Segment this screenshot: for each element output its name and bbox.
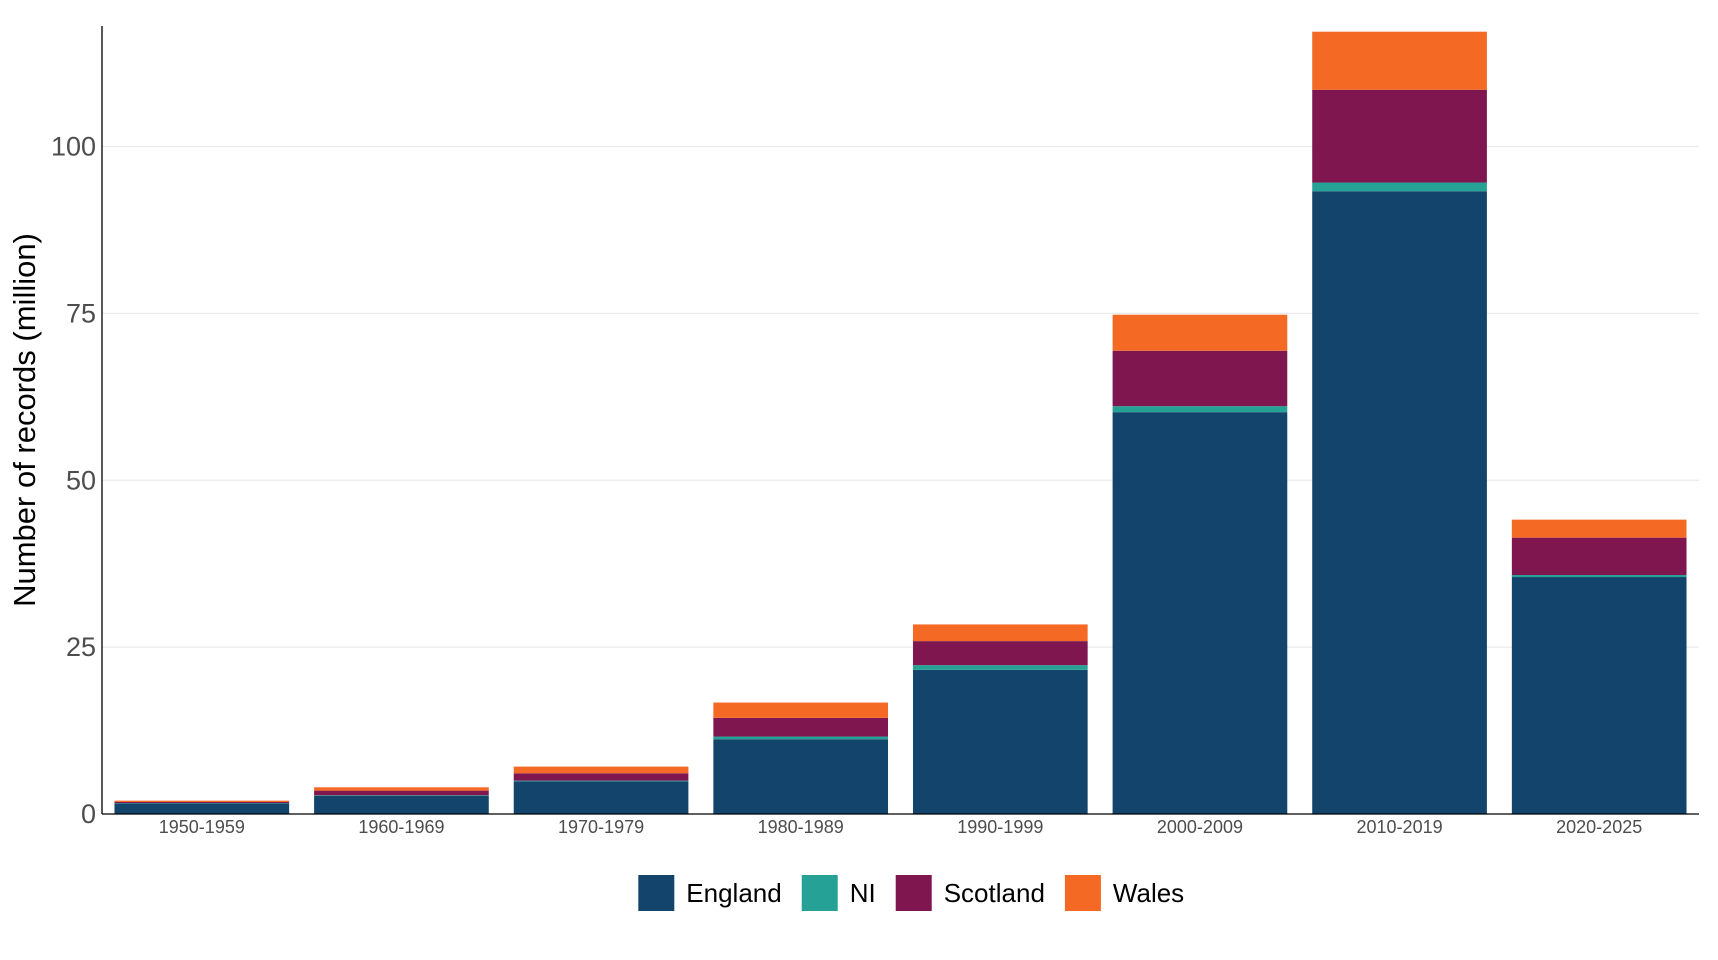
bar-wales-2010-2019 xyxy=(1312,31,1487,90)
bar-wales-1960-1969 xyxy=(314,787,489,791)
legend-item-scotland: Scotland xyxy=(895,875,1045,911)
y-tick-label: 25 xyxy=(66,632,96,662)
y-tick-labels: 0 25 50 75 100 xyxy=(51,132,96,830)
bar-stack-1950-1959 xyxy=(114,800,290,814)
bar-england-1970-1979 xyxy=(513,781,689,814)
y-tick-label: 0 xyxy=(81,799,96,829)
bar-scotland-1950-1959 xyxy=(114,801,290,803)
y-axis-title: Number of records (million) xyxy=(7,233,42,607)
bar-england-1990-1999 xyxy=(912,669,1088,814)
bar-ni-1960-1969 xyxy=(314,795,489,796)
bar-stack-1980-1989 xyxy=(713,702,889,814)
bar-scotland-1980-1989 xyxy=(713,717,889,737)
x-tick-label: 1980-1989 xyxy=(758,817,844,837)
x-tick-label: 2010-2019 xyxy=(1357,817,1443,837)
bar-scotland-1960-1969 xyxy=(314,790,489,796)
bar-ni-2010-2019 xyxy=(1312,182,1487,192)
bar-stack-2010-2019 xyxy=(1312,31,1487,814)
x-tick-label: 1960-1969 xyxy=(358,817,444,837)
legend-label: Scotland xyxy=(944,878,1045,908)
y-tick-label: 50 xyxy=(66,465,96,495)
bar-wales-1990-1999 xyxy=(912,624,1088,642)
bar-wales-1970-1979 xyxy=(513,766,689,774)
bar-scotland-1990-1999 xyxy=(912,641,1088,666)
legend-swatch xyxy=(638,875,675,911)
legend-swatch xyxy=(1064,875,1101,911)
legend-item-wales: Wales xyxy=(1064,875,1184,911)
bar-england-2010-2019 xyxy=(1312,191,1487,814)
bar-scotland-2010-2019 xyxy=(1312,89,1487,183)
bar-wales-2020-2025 xyxy=(1511,519,1687,538)
bar-england-1950-1959 xyxy=(114,803,290,814)
legend-label: NI xyxy=(850,878,876,908)
bar-ni-2020-2025 xyxy=(1511,575,1687,578)
bar-stack-2000-2009 xyxy=(1112,314,1288,814)
bar-scotland-1970-1979 xyxy=(513,773,689,781)
legend-label: Wales xyxy=(1113,878,1184,908)
bar-scotland-2020-2025 xyxy=(1511,537,1687,576)
y-tick-label: 75 xyxy=(66,298,96,328)
y-tick-label: 100 xyxy=(51,132,96,162)
bar-wales-1980-1989 xyxy=(713,702,889,718)
legend-item-ni: NI xyxy=(801,875,876,911)
bar-england-2020-2025 xyxy=(1511,577,1687,814)
bar-england-1960-1969 xyxy=(314,795,489,814)
x-tick-label: 1990-1999 xyxy=(957,817,1043,837)
legend-label: England xyxy=(686,878,781,908)
bar-england-1980-1989 xyxy=(713,739,889,814)
bar-england-2000-2009 xyxy=(1112,412,1288,814)
bar-wales-1950-1959 xyxy=(114,800,290,802)
x-tick-labels: 1950-1959 1960-1969 1970-1979 1980-1989 1990… xyxy=(159,817,1642,837)
bars xyxy=(114,31,1687,814)
bar-stack-1960-1969 xyxy=(314,787,489,814)
x-tick-label: 2000-2009 xyxy=(1157,817,1243,837)
bar-scotland-2000-2009 xyxy=(1112,350,1288,407)
x-tick-label: 1970-1979 xyxy=(558,817,644,837)
x-tick-label: 1950-1959 xyxy=(159,817,245,837)
bar-ni-1990-1999 xyxy=(912,665,1088,670)
x-tick-label: 2020-2025 xyxy=(1556,817,1642,837)
legend-swatch xyxy=(801,875,838,911)
legend: England NI Scotland Wales xyxy=(638,875,1184,911)
legend-item-england: England xyxy=(638,875,782,911)
legend-swatch xyxy=(895,875,932,911)
bar-stack-1970-1979 xyxy=(513,766,689,814)
bar-ni-2000-2009 xyxy=(1112,406,1288,413)
bar-ni-1980-1989 xyxy=(713,736,889,740)
bar-ni-1970-1979 xyxy=(513,780,689,782)
bar-stack-2020-2025 xyxy=(1511,519,1687,814)
bar-wales-2000-2009 xyxy=(1112,314,1288,351)
bar-stack-1990-1999 xyxy=(912,624,1088,814)
